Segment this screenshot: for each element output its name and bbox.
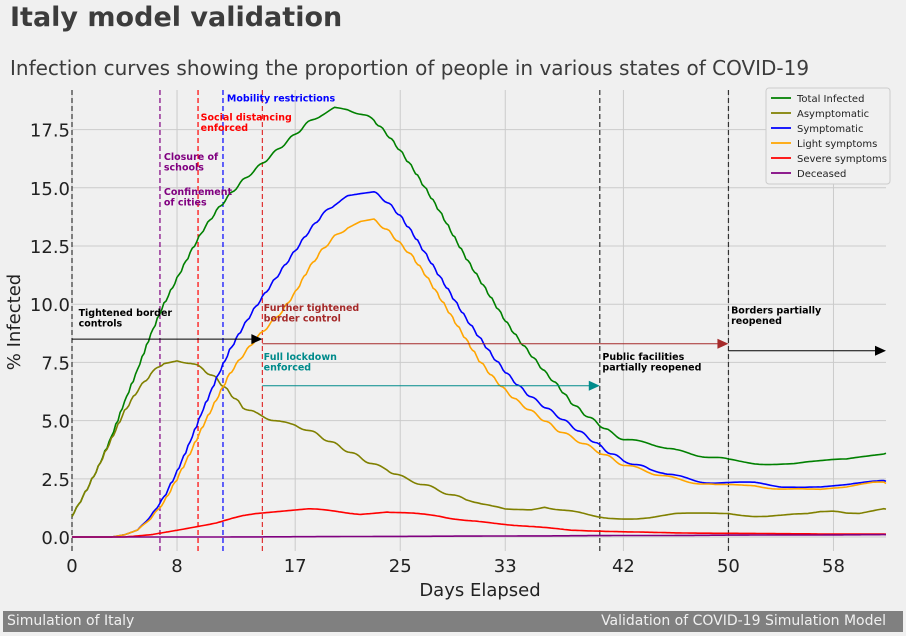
- series-line-total-infected: [71, 106, 887, 517]
- y-tick-label: 10.0: [30, 295, 70, 316]
- arrows: [72, 334, 886, 391]
- y-tick-label: 0.0: [41, 528, 70, 549]
- series-line-asymptomatic: [71, 360, 887, 520]
- x-tick-label: 58: [822, 556, 845, 577]
- chart-subtitle: Infection curves showing the proportion …: [10, 56, 810, 80]
- y-tick-label: 2.5: [41, 470, 70, 491]
- annotation-text: Social distancing enforced: [201, 112, 292, 133]
- series-line-light-symptoms: [72, 218, 887, 538]
- annotation-text: Full lockdown enforced: [264, 352, 337, 374]
- y-tick-label: 5.0: [41, 412, 70, 433]
- y-tick-label: 12.5: [30, 237, 70, 258]
- legend-box: [765, 87, 891, 185]
- y-tick-label: 17.5: [30, 121, 70, 142]
- arrow-head: [588, 380, 600, 391]
- annotation-text: Mobility restrictions: [227, 94, 336, 105]
- annotation-text: Public facilities partially reopened: [602, 352, 701, 374]
- x-axis-label: Days Elapsed: [419, 580, 540, 601]
- y-axis-label: % Infected: [4, 274, 25, 370]
- footer-right-text: Validation of COVID-19 Simulation Model: [601, 613, 886, 629]
- legend-label: Severe symptoms: [797, 154, 887, 165]
- annotation-text: Tightened border controls: [79, 308, 173, 330]
- arrow-head: [251, 334, 263, 345]
- y-tick-label: 7.5: [41, 353, 70, 374]
- annotation-text: Further tightened border control: [264, 303, 360, 325]
- annotation-text: Closure of schools: [164, 152, 219, 174]
- legend-label: Asymptomatic: [797, 109, 869, 120]
- y-tick-label: 15.0: [30, 179, 70, 200]
- event-lines: [71, 90, 730, 551]
- x-tick-label: 33: [494, 556, 517, 577]
- annotations: Tightened border controls Closure of school…: [79, 94, 822, 374]
- tick-labels: 0.0 2.5 5.0 7.5 10.0 12.5 15.0 17.5 0 8 17 25 33 42 50…: [30, 121, 845, 577]
- footer-left-text: Simulation of Italy: [7, 613, 135, 629]
- legend: Total Infected Asymptomatic Symptomatic Lig…: [765, 87, 891, 185]
- annotation-text: Confinement of cities: [164, 187, 233, 209]
- x-tick-label: 8: [171, 556, 182, 577]
- series-line-deceased: [72, 533, 887, 538]
- arrow-head: [717, 338, 729, 349]
- arrow-head: [875, 345, 886, 356]
- legend-label: Deceased: [797, 169, 846, 180]
- legend-label: Total Infected: [796, 94, 864, 105]
- series-line-severe-symptoms: [72, 507, 887, 538]
- legend-label: Light symptoms: [797, 139, 877, 150]
- legend-label: Symptomatic: [797, 124, 863, 135]
- x-tick-label: 50: [717, 556, 740, 577]
- x-tick-label: 0: [66, 556, 77, 577]
- series-lines: [71, 106, 887, 538]
- chart-title: Italy model validation: [10, 2, 343, 33]
- x-tick-label: 25: [389, 556, 412, 577]
- grid-layer: [71, 90, 886, 551]
- series-line-symptomatic: [72, 191, 887, 538]
- annotation-text: Borders partially reopened: [731, 306, 822, 328]
- x-tick-label: 42: [612, 556, 635, 577]
- x-tick-label: 17: [284, 556, 307, 577]
- footer-bar: Simulation of Italy Validation of COVID-…: [3, 611, 903, 632]
